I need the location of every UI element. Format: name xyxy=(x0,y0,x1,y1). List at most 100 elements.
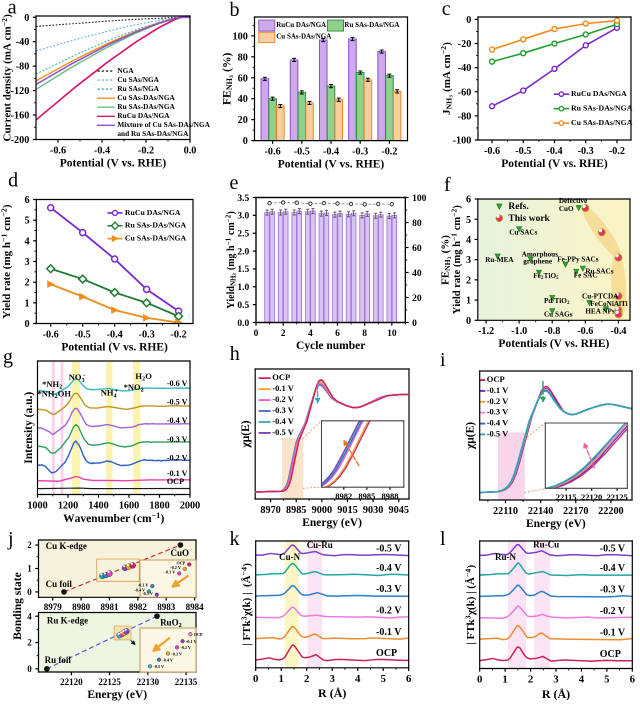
svg-text:OCP: OCP xyxy=(167,477,184,486)
svg-text:-20: -20 xyxy=(458,39,472,50)
svg-text:a: a xyxy=(8,0,17,18)
svg-text:OCP: OCP xyxy=(600,649,621,660)
svg-text:60: 60 xyxy=(238,73,248,84)
svg-text:8982: 8982 xyxy=(335,491,352,501)
svg-text:-1.2: -1.2 xyxy=(478,326,494,337)
svg-text:Amorphous: Amorphous xyxy=(522,250,559,258)
svg-text:F E (: F E ( % ) N H 3 xyxy=(436,231,455,285)
svg-text:8985: 8985 xyxy=(286,505,306,516)
svg-text:* N H O: * N H O H 2 xyxy=(38,384,75,401)
svg-text:NGA: NGA xyxy=(117,66,134,75)
svg-text:Ru foil: Ru foil xyxy=(45,655,72,665)
svg-text:Cu-Ru: Cu-Ru xyxy=(307,540,333,550)
svg-text:i: i xyxy=(440,349,446,371)
svg-text:80: 80 xyxy=(412,219,422,229)
svg-text:8984: 8984 xyxy=(186,602,205,612)
svg-text:1400: 1400 xyxy=(88,500,108,511)
svg-text:1800: 1800 xyxy=(149,500,169,511)
svg-text:and Ru SAs-DAs/NGA: and Ru SAs-DAs/NGA xyxy=(117,129,189,138)
svg-text:Ru SAs-DAs/NGA: Ru SAs-DAs/NGA xyxy=(117,102,175,111)
svg-text:Cu-N: Cu-N xyxy=(279,552,301,562)
svg-text:g: g xyxy=(3,346,13,368)
svg-text:1200: 1200 xyxy=(58,500,78,511)
svg-text:0: 0 xyxy=(253,673,258,685)
svg-text:22200: 22200 xyxy=(598,506,623,517)
svg-text:3.5: 3.5 xyxy=(237,194,249,204)
svg-text:χμ(E): χμ(E) xyxy=(464,422,476,450)
svg-text:1: 1 xyxy=(466,296,471,307)
svg-text:8: 8 xyxy=(362,329,367,339)
svg-text:8982: 8982 xyxy=(129,602,148,612)
svg-text:1000: 1000 xyxy=(27,500,47,511)
svg-text:6: 6 xyxy=(630,674,636,686)
svg-text:0.5: 0.5 xyxy=(237,301,249,311)
svg-text:4: 4 xyxy=(466,235,471,246)
svg-text:-0.3 V: -0.3 V xyxy=(138,582,149,587)
svg-text:3: 3 xyxy=(329,673,335,685)
svg-text:-0.1 V: -0.1 V xyxy=(167,469,188,478)
svg-text:Potential (V vs. RHE): Potential (V vs. RHE) xyxy=(61,341,168,353)
svg-text:RuCu DAs/NGA: RuCu DAs/NGA xyxy=(117,111,170,120)
svg-text:-0.5 V: -0.5 V xyxy=(167,398,188,407)
svg-text:5: 5 xyxy=(604,674,609,686)
svg-text:0: 0 xyxy=(254,329,259,339)
svg-text:-0.2 V: -0.2 V xyxy=(272,394,294,404)
svg-text:-160: -160 xyxy=(11,111,30,122)
svg-text:0: 0 xyxy=(477,674,482,686)
svg-text:C u r r: C u r r e n t d e n s i t y ( m A c m ) xyxy=(0,10,14,141)
svg-text:Cycle number: Cycle number xyxy=(296,340,365,352)
svg-text:22130: 22130 xyxy=(137,677,160,687)
svg-text:-0.4 V: -0.4 V xyxy=(162,658,173,663)
svg-text:6: 6 xyxy=(335,329,340,339)
svg-text:-80: -80 xyxy=(458,111,472,122)
svg-text:0: 0 xyxy=(24,13,29,24)
svg-text:6: 6 xyxy=(406,673,412,685)
svg-text:FeCoNiAlTi: FeCoNiAlTi xyxy=(590,300,627,308)
svg-text:-60: -60 xyxy=(458,87,472,98)
svg-text:9045: 9045 xyxy=(389,505,409,516)
svg-text:* N O 2: * N O 2 xyxy=(124,377,145,394)
svg-text:-100: -100 xyxy=(453,136,472,147)
svg-text:b: b xyxy=(230,0,240,21)
svg-text:20: 20 xyxy=(238,115,248,126)
svg-text:3: 3 xyxy=(25,257,30,268)
svg-text:RuCu DAs/NGA: RuCu DAs/NGA xyxy=(571,89,627,98)
svg-text:Ru-MEA: Ru-MEA xyxy=(485,256,514,264)
svg-text:Ru SACs: Ru SACs xyxy=(585,267,613,275)
svg-text:22120: 22120 xyxy=(581,492,602,502)
svg-text:6: 6 xyxy=(25,195,30,206)
svg-text:3: 3 xyxy=(466,255,471,266)
svg-text:-0.4: -0.4 xyxy=(94,145,110,156)
svg-text:Ru SAs/NGA: Ru SAs/NGA xyxy=(117,84,159,93)
svg-text:| F T: | F T k χ ( k ) | ( Å ) 3 − 4 xyxy=(458,561,479,645)
svg-text:2: 2 xyxy=(466,275,471,286)
svg-text:-0.3 V: -0.3 V xyxy=(376,584,402,595)
svg-text:Potential (V vs. RHE): Potential (V vs. RHE) xyxy=(278,159,385,171)
svg-text:k: k xyxy=(230,528,240,550)
svg-text:-0.1 V: -0.1 V xyxy=(376,627,402,638)
svg-text:-0.4: -0.4 xyxy=(546,146,562,157)
svg-text:-0.6: -0.6 xyxy=(577,326,593,337)
svg-text:9030: 9030 xyxy=(363,505,383,516)
svg-text:-0.3: -0.3 xyxy=(352,146,368,157)
svg-text:2.0: 2.0 xyxy=(237,247,249,257)
svg-text:-0.4: -0.4 xyxy=(610,326,626,337)
svg-text:22115: 22115 xyxy=(556,492,577,502)
svg-text:1: 1 xyxy=(502,674,507,686)
svg-text:-0.2 V: -0.2 V xyxy=(600,606,626,617)
svg-text:R (Å): R (Å) xyxy=(542,687,570,701)
svg-text:RuCu DAs/NGA: RuCu DAs/NGA xyxy=(276,21,326,29)
svg-text:-0.6: -0.6 xyxy=(50,145,66,156)
svg-text:Cu K-edge: Cu K-edge xyxy=(46,541,87,551)
svg-text:2: 2 xyxy=(25,278,30,289)
svg-text:Ru SAs-DAs/NGA: Ru SAs-DAs/NGA xyxy=(571,104,633,113)
svg-text:1600: 1600 xyxy=(119,500,139,511)
svg-text:W a v e: W a v e n u m b e r ( c m ) − 1 xyxy=(63,505,168,526)
svg-text:-200: -200 xyxy=(11,135,30,146)
svg-text:N H 4 +: N H 4 + xyxy=(101,382,121,401)
svg-text:20: 20 xyxy=(412,294,422,304)
svg-text:4: 4 xyxy=(355,673,361,685)
svg-text:f: f xyxy=(444,174,451,196)
svg-text:-0.1 V: -0.1 V xyxy=(600,627,626,638)
svg-text:Fe SAC: Fe SAC xyxy=(574,271,598,279)
